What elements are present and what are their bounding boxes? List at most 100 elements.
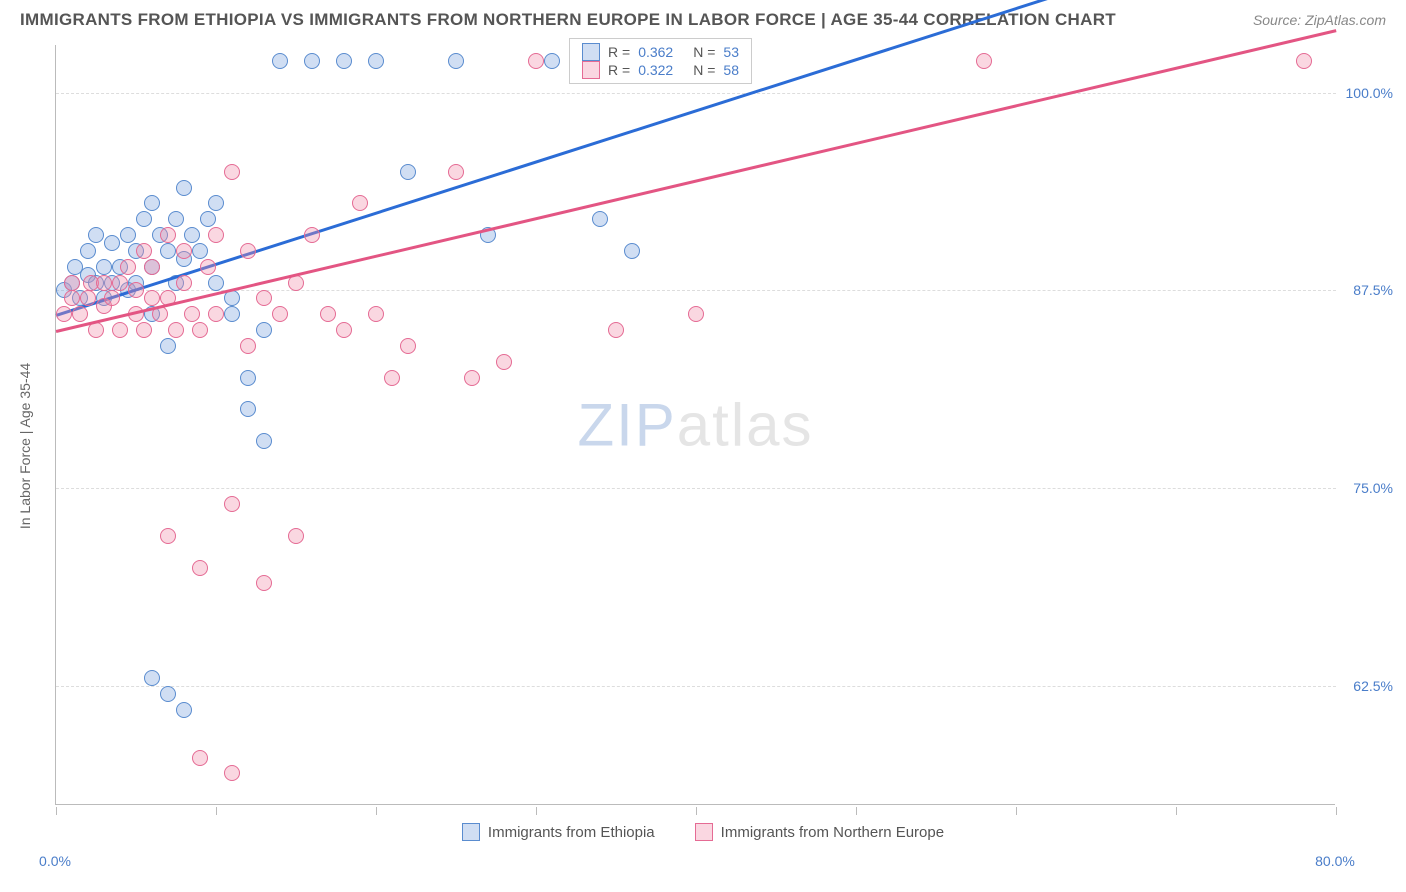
gridline (56, 93, 1336, 94)
r-value: 0.322 (638, 62, 673, 78)
scatter-point (288, 528, 304, 544)
scatter-point (336, 322, 352, 338)
scatter-point (120, 259, 136, 275)
scatter-point (120, 227, 136, 243)
scatter-point (128, 282, 144, 298)
scatter-point (176, 180, 192, 196)
scatter-point (368, 53, 384, 69)
scatter-point (192, 750, 208, 766)
scatter-point (368, 306, 384, 322)
scatter-point (160, 686, 176, 702)
bottom-legend: Immigrants from EthiopiaImmigrants from … (0, 823, 1406, 841)
n-label: N = (693, 44, 715, 60)
scatter-point (1296, 53, 1312, 69)
x-tick (696, 807, 697, 815)
x-tick (1336, 807, 1337, 815)
scatter-point (240, 338, 256, 354)
scatter-point (176, 702, 192, 718)
scatter-point (272, 306, 288, 322)
gridline (56, 686, 1336, 687)
scatter-point (224, 164, 240, 180)
watermark: ZIPatlas (577, 390, 813, 459)
watermark-zip: ZIP (577, 391, 676, 458)
scatter-point (80, 290, 96, 306)
x-tick (376, 807, 377, 815)
scatter-point (400, 164, 416, 180)
scatter-point (208, 227, 224, 243)
scatter-point (160, 338, 176, 354)
y-tick-label: 75.0% (1353, 480, 1393, 496)
scatter-point (976, 53, 992, 69)
scatter-point (136, 243, 152, 259)
n-value: 58 (723, 62, 739, 78)
y-tick-label: 87.5% (1353, 282, 1393, 298)
x-tick-label-end: 80.0% (1315, 853, 1355, 869)
scatter-point (400, 338, 416, 354)
chart-header: IMMIGRANTS FROM ETHIOPIA VS IMMIGRANTS F… (0, 0, 1406, 35)
x-tick (1176, 807, 1177, 815)
scatter-point (544, 53, 560, 69)
scatter-point (352, 195, 368, 211)
legend-swatch (582, 61, 600, 79)
r-value: 0.362 (638, 44, 673, 60)
scatter-point (272, 53, 288, 69)
scatter-point (64, 290, 80, 306)
scatter-point (256, 575, 272, 591)
scatter-point (528, 53, 544, 69)
scatter-point (88, 227, 104, 243)
scatter-point (624, 243, 640, 259)
scatter-point (208, 195, 224, 211)
scatter-point (176, 275, 192, 291)
scatter-point (240, 243, 256, 259)
chart-source: Source: ZipAtlas.com (1253, 12, 1386, 28)
scatter-point (136, 322, 152, 338)
scatter-point (608, 322, 624, 338)
scatter-point (184, 306, 200, 322)
scatter-point (56, 306, 72, 322)
n-value: 53 (723, 44, 739, 60)
legend-swatch (695, 823, 713, 841)
scatter-point (448, 53, 464, 69)
scatter-point (208, 275, 224, 291)
watermark-atlas: atlas (677, 391, 814, 458)
scatter-point (464, 370, 480, 386)
scatter-point (224, 290, 240, 306)
scatter-point (168, 322, 184, 338)
scatter-point (256, 433, 272, 449)
scatter-point (688, 306, 704, 322)
scatter-point (240, 401, 256, 417)
scatter-point (104, 290, 120, 306)
x-tick-label-start: 0.0% (39, 853, 71, 869)
r-label: R = (608, 62, 630, 78)
legend-label: Immigrants from Ethiopia (488, 824, 655, 841)
scatter-point (192, 322, 208, 338)
plot-area: ZIPatlas 62.5%75.0%87.5%100.0% (55, 45, 1335, 805)
scatter-point (112, 322, 128, 338)
scatter-point (224, 765, 240, 781)
scatter-point (160, 528, 176, 544)
scatter-point (592, 211, 608, 227)
stats-legend-box: R =0.362N =53R =0.322N =58 (569, 38, 752, 84)
stats-row: R =0.322N =58 (582, 61, 739, 79)
scatter-point (192, 560, 208, 576)
scatter-point (80, 243, 96, 259)
scatter-point (224, 306, 240, 322)
scatter-point (112, 275, 128, 291)
scatter-point (144, 195, 160, 211)
scatter-point (496, 354, 512, 370)
r-label: R = (608, 44, 630, 60)
scatter-point (96, 259, 112, 275)
x-tick (216, 807, 217, 815)
scatter-point (384, 370, 400, 386)
legend-swatch (462, 823, 480, 841)
x-tick (536, 807, 537, 815)
scatter-point (336, 53, 352, 69)
gridline (56, 488, 1336, 489)
scatter-point (240, 370, 256, 386)
scatter-point (320, 306, 336, 322)
scatter-point (224, 496, 240, 512)
scatter-point (144, 259, 160, 275)
x-tick (56, 807, 57, 815)
scatter-point (136, 211, 152, 227)
scatter-point (200, 211, 216, 227)
